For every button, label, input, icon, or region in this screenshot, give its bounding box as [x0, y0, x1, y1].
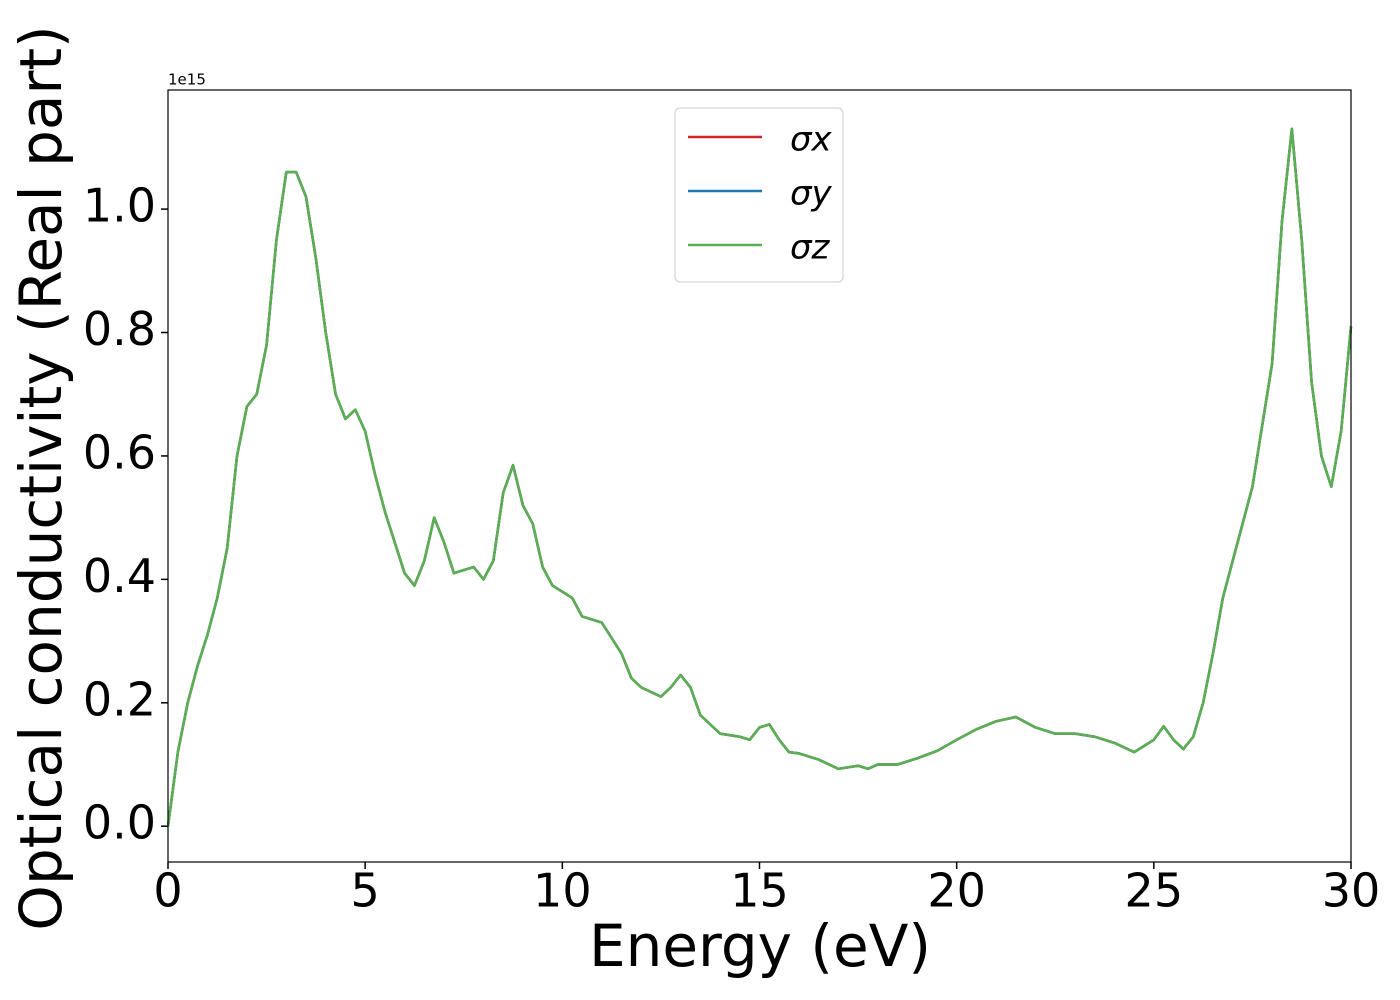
y-tick-label: 0.8: [83, 302, 156, 356]
x-tick-label: 15: [730, 864, 789, 918]
legend: σx σy σz: [674, 107, 844, 283]
y-tick-label: 0.6: [83, 425, 156, 479]
plot-frame: [167, 89, 1352, 863]
y-tick-label: 0.0: [83, 796, 156, 850]
y-axis-label: Optical conductivity (Real part): [7, 25, 75, 930]
legend-label: σx: [790, 120, 833, 160]
y-tick-label: 0.4: [83, 549, 156, 603]
y-tick-label: 0.2: [83, 672, 156, 726]
x-tick-label: 25: [1125, 864, 1184, 918]
x-tick-label: 20: [927, 864, 986, 918]
x-tick-label: 0: [153, 864, 182, 918]
legend-box: [674, 107, 844, 283]
x-tick-label: 5: [351, 864, 380, 918]
x-tick-label: 30: [1322, 864, 1381, 918]
x-tick-label: 10: [533, 864, 592, 918]
x-axis-label: Energy (eV): [589, 912, 931, 980]
y-tick-label: 1.0: [83, 179, 156, 233]
legend-label: σy: [790, 174, 833, 214]
series-line: [166, 127, 1353, 827]
legend-label: σz: [790, 228, 831, 268]
y-offset-label: 1e15: [168, 71, 206, 89]
